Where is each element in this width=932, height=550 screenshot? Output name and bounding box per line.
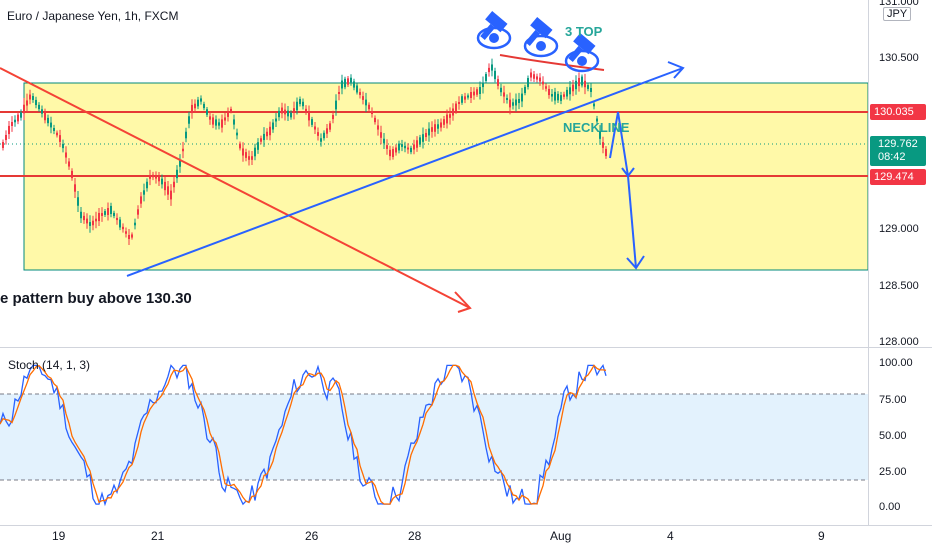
pattern-label: 3 TOP	[565, 24, 603, 39]
idea-text: e pattern buy above 130.30	[0, 290, 192, 307]
price-label: 129.000	[879, 223, 919, 235]
stoch-band	[0, 394, 868, 480]
bar-countdown: 08:42	[878, 151, 906, 163]
time-axis-border	[0, 525, 932, 526]
price-label: 131.000	[879, 0, 919, 8]
eye-icon-2	[523, 34, 559, 58]
pane-separator[interactable]	[0, 347, 932, 348]
gavel-icon-1	[480, 10, 508, 41]
support-price-tag: 129.474	[870, 169, 926, 185]
neckline-label: NECKLINE	[563, 120, 630, 135]
price-label: 128.000	[879, 336, 919, 348]
price-label: 130.500	[879, 52, 919, 64]
gavel-icon-2	[525, 16, 553, 47]
time-label: Aug	[550, 529, 572, 543]
projection-arrowhead-2	[626, 255, 645, 270]
time-label: 28	[408, 529, 422, 543]
stoch-d-line	[0, 364, 607, 505]
red-trendline	[0, 67, 471, 309]
currency-badge[interactable]: JPY	[883, 7, 912, 21]
stoch-label: 25.00	[879, 466, 907, 478]
price-label: 128.500	[879, 280, 919, 292]
current-price-tag: 129.762 08:42	[870, 136, 926, 166]
price-chart[interactable]: 3 TOP NECKLINE e pattern buy above 130.3…	[0, 0, 868, 346]
blue-trendline	[126, 67, 684, 277]
time-label: 4	[667, 529, 674, 543]
symbol-title[interactable]: Euro / Japanese Yen, 1h, FXCM	[7, 9, 179, 23]
time-axis[interactable]: 19 21 26 28 Aug 4 9	[0, 526, 868, 550]
stoch-k-line	[0, 363, 607, 507]
time-label: 26	[305, 529, 319, 543]
candlesticks	[2, 58, 607, 245]
red-arrowhead	[454, 291, 472, 313]
projection-small	[609, 111, 629, 177]
stoch-axis[interactable]: 100.00 75.00 50.00 25.00 0.00	[869, 349, 932, 525]
indicator-title[interactable]: Stoch (14, 1, 3)	[8, 358, 91, 372]
stoch-label: 50.00	[879, 430, 907, 442]
stochastic-chart[interactable]	[0, 349, 868, 525]
time-label: 19	[52, 529, 66, 543]
resistance-price-tag: 130.035	[870, 104, 926, 120]
projection-long	[627, 175, 637, 269]
stoch-label: 0.00	[879, 501, 901, 513]
price-axis[interactable]: 131.000 JPY 130.500 129.000 128.500 128.…	[869, 0, 932, 348]
stoch-label: 75.00	[879, 394, 907, 406]
time-label: 9	[818, 529, 825, 543]
gavel-icon-3	[568, 32, 596, 63]
price-axis-border	[868, 0, 869, 526]
blue-arrowhead	[667, 61, 685, 79]
time-label: 21	[151, 529, 165, 543]
current-price-value: 129.762	[878, 138, 918, 150]
tops-curve	[499, 54, 605, 71]
stoch-label: 100.00	[879, 357, 913, 369]
